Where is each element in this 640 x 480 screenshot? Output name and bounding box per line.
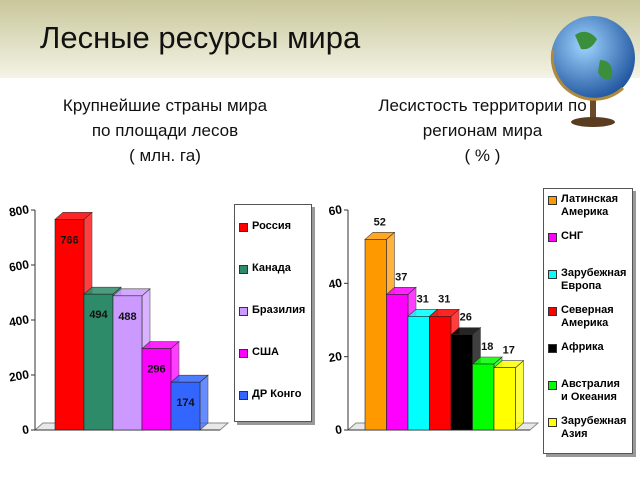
chart-subtitle: Крупнейшие страны мира по площади лесов ( … bbox=[20, 93, 310, 168]
subtitle-line: Лесистость территории по bbox=[378, 96, 587, 115]
legend-label: Латинская Америка bbox=[561, 193, 619, 218]
bar bbox=[472, 363, 495, 431]
bar bbox=[170, 381, 201, 431]
legend-item: США bbox=[239, 346, 307, 359]
slide-title: Лесные ресурсы мира bbox=[40, 20, 361, 55]
bar bbox=[493, 367, 516, 431]
legend-label: Австралия и Океания bbox=[561, 378, 620, 403]
legend-swatch bbox=[548, 381, 557, 390]
y-tick-label: 200 bbox=[8, 367, 30, 384]
legend-item: ДР Конго bbox=[239, 388, 307, 401]
legend: Латинская Америка СНГ Зарубежная Европа Сев… bbox=[543, 188, 633, 454]
legend-swatch bbox=[548, 418, 557, 427]
bar bbox=[450, 334, 473, 431]
y-tick-label: 600 bbox=[8, 257, 30, 274]
y-tick-label: 20 bbox=[327, 349, 343, 365]
y-tick-label: 800 bbox=[8, 202, 30, 219]
value-label: 52 bbox=[374, 216, 386, 228]
bar bbox=[112, 295, 143, 431]
bar bbox=[429, 316, 452, 431]
y-tick-label: 400 bbox=[8, 312, 30, 329]
legend-label: СНГ bbox=[561, 230, 584, 242]
legend-swatch bbox=[239, 223, 248, 232]
subtitle-line: по площади лесов bbox=[91, 121, 239, 140]
y-tick-label: 40 bbox=[327, 276, 343, 292]
legend-item: Северная Америка bbox=[548, 304, 628, 330]
subtitle-line: ( млн. га) bbox=[129, 146, 201, 165]
legend-swatch bbox=[548, 307, 557, 316]
bar bbox=[54, 219, 85, 431]
legend-item: Австралия и Океания bbox=[548, 378, 628, 404]
value-label: 18 bbox=[481, 341, 493, 353]
legend-item: Зарубежная Азия bbox=[548, 415, 628, 441]
legend-label: Африка bbox=[561, 341, 604, 353]
value-label: 174 bbox=[176, 397, 195, 409]
bar bbox=[83, 293, 114, 431]
value-label: 37 bbox=[395, 271, 407, 283]
legend-label: Зарубежная Европа bbox=[561, 267, 627, 292]
subtitle-line: регионам мира bbox=[422, 121, 543, 140]
legend-swatch bbox=[548, 233, 557, 242]
legend-item: Россия bbox=[239, 220, 307, 233]
value-label: 31 bbox=[417, 293, 429, 305]
bar-side bbox=[515, 360, 524, 431]
y-tick-label: 0 bbox=[21, 422, 30, 437]
legend-label: Северная Америка bbox=[561, 304, 614, 329]
value-label: 31 bbox=[438, 293, 450, 305]
bar bbox=[386, 294, 409, 431]
value-label: 488 bbox=[118, 311, 136, 323]
value-label: 494 bbox=[89, 309, 108, 321]
value-label: 296 bbox=[147, 364, 165, 376]
y-tick-label: 0 bbox=[334, 422, 343, 437]
legend-item: Бразилия bbox=[239, 304, 307, 317]
legend-swatch bbox=[548, 344, 557, 353]
legend-label: Бразилия bbox=[252, 304, 306, 316]
legend-swatch bbox=[548, 196, 557, 205]
legend-item: Зарубежная Европа bbox=[548, 267, 628, 293]
legend-label: Россия bbox=[252, 220, 292, 232]
globe bbox=[550, 16, 635, 127]
value-label: 26 bbox=[460, 312, 472, 324]
legend: Россия Канада Бразилия США ДР Конго bbox=[234, 204, 312, 422]
legend-swatch bbox=[239, 391, 248, 400]
legend-label: Канада bbox=[252, 262, 291, 274]
header-band bbox=[0, 0, 640, 78]
legend-swatch bbox=[239, 307, 248, 316]
bar bbox=[364, 239, 387, 431]
legend-item: Африка bbox=[548, 341, 628, 354]
legend-item: СНГ bbox=[548, 230, 628, 243]
value-label: 766 bbox=[60, 234, 78, 246]
legend-label: ДР Конго bbox=[252, 388, 302, 400]
legend-item: Латинская Америка bbox=[548, 193, 628, 219]
chart-subtitle: Лесистость территории по регионам мира ( %… bbox=[335, 93, 630, 168]
legend-label: США bbox=[252, 346, 279, 358]
y-tick-label: 60 bbox=[327, 202, 343, 218]
bar-side bbox=[199, 374, 209, 431]
subtitle-line: ( % ) bbox=[464, 146, 501, 165]
legend-label: Зарубежная Азия bbox=[561, 415, 627, 440]
legend-item: Канада bbox=[239, 262, 307, 275]
bar bbox=[141, 348, 172, 431]
legend-swatch bbox=[239, 265, 248, 274]
bar bbox=[407, 316, 430, 431]
legend-swatch bbox=[548, 270, 557, 279]
value-label: 17 bbox=[503, 345, 515, 357]
legend-swatch bbox=[239, 349, 248, 358]
subtitle-line: Крупнейшие страны мира bbox=[62, 96, 268, 115]
